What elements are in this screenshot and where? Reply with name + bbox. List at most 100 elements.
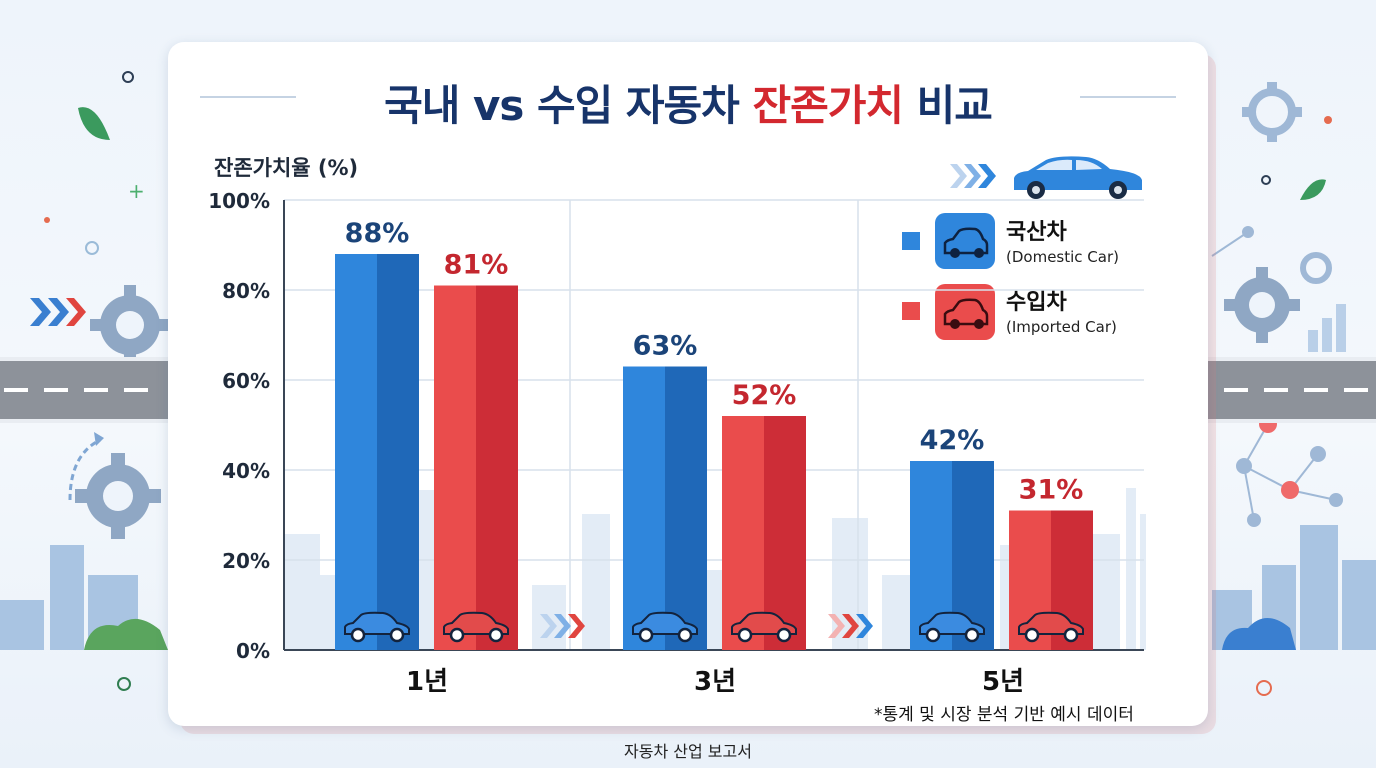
car-wheel [488,627,504,643]
skyline-silhouette [1092,534,1120,650]
legend-badge-domestic [935,213,995,269]
dot-icon [44,217,50,223]
header-car-illustration [950,156,1142,199]
bar-chart: 0% 20% 40% 60% 80% 100% 88% 81% 1년 63% 52% 3년 42% 31%… [208,189,1146,697]
dot-icon [122,71,134,83]
chevron [842,614,859,638]
title-highlight: 잔존가치 [752,81,904,130]
leaf-icon [1300,179,1326,200]
legend-label-imported: 수입차 [1006,290,1067,315]
x-tick-label: 5년 [982,667,1024,697]
bar-value-label: 31% [1019,475,1084,506]
y-tick-label: 60% [222,369,270,393]
gear-icon [1224,267,1300,343]
car-icon [632,611,698,643]
car-wheel [389,627,405,643]
footnote: *통계 및 시장 분석 기반 예시 데이터 [874,705,1134,725]
title-part-1: 국내 vs 수입 자동차 [384,81,753,130]
y-tick-label: 40% [222,459,270,483]
chevron [568,614,585,638]
dot-icon [117,677,131,691]
skyline-silhouette [1126,488,1136,650]
car-wheel [1024,627,1040,643]
y-tick-label: 0% [236,639,270,663]
bar-value-label: 42% [920,425,985,456]
car-wheel [677,627,693,643]
car-wheel [350,627,366,643]
leaf-icon [78,107,110,140]
car-wheel [776,627,792,643]
y-tick-label: 80% [222,279,270,303]
bar-imported-right [476,285,518,650]
x-tick-label: 3년 [694,667,736,697]
skyline-silhouette [582,514,610,650]
gear-icon [75,453,161,539]
chevron [554,614,571,638]
car-icon [731,611,797,643]
chevron-arrows-icon [540,614,585,638]
car-wheel [1063,627,1079,643]
y-tick-label: 100% [208,189,270,213]
bar-value-label: 63% [633,331,698,362]
chevron [856,614,873,638]
bar-imported-right [764,416,806,650]
bar-value-label: 52% [732,380,797,411]
bar-value-label: 81% [444,250,509,281]
dot-icon [1261,175,1271,185]
bar-chart-icon [1308,304,1346,352]
title-divider-right [1080,96,1176,98]
skyline-silhouette [284,534,320,650]
road-right [1206,357,1376,423]
y-tick-label: 20% [222,549,270,573]
bar-imported-left [722,416,764,650]
skyline-silhouette [882,575,912,650]
plus-icon: + [128,179,145,203]
car-icon [943,227,989,258]
car-icon [1014,156,1142,199]
car-icon [344,611,410,643]
car-wheel [925,627,941,643]
chevron-arrows-icon [950,164,996,188]
y-axis-title: 잔존가치율 (%) [214,156,359,180]
bar-domestic-left [623,366,665,650]
dot-icon [1256,680,1272,696]
car-wheel [964,627,980,643]
bar-domestic-right [377,254,419,650]
chevron-arrows-icon [828,614,873,638]
footer-caption: 자동차 산업 보고서 [624,742,752,761]
bar-domestic-right [665,366,707,650]
cloud-icon [1222,618,1296,650]
title-part-3: 비교 [903,81,993,130]
gear-icon [1300,252,1332,284]
dot-icon [85,241,99,255]
network-icon [1211,226,1343,527]
x-tick-label: 1년 [406,667,448,697]
chevron [540,614,557,638]
dot-icon [1324,116,1332,124]
chevron-arrows-icon [30,298,69,326]
legend-sub-domestic: (Domestic Car) [1006,248,1119,266]
bush-icon [84,618,168,650]
skyline-silhouette [1140,514,1146,650]
legend-badge-imported [935,284,995,340]
car-wheel [737,627,753,643]
legend-swatch-imported [902,302,920,320]
title-divider-left [200,96,296,98]
bar-imported-left [434,285,476,650]
bar-value-label: 88% [345,218,410,249]
gear-icon [1242,82,1302,142]
curved-arrow-icon [68,438,101,501]
car-icon [1018,611,1084,643]
car-icon [943,298,989,329]
legend-label-domestic: 국산차 [1006,220,1067,245]
legend-sub-imported: (Imported Car) [1006,318,1117,336]
car-icon [919,611,985,643]
bar-domestic-left [335,254,377,650]
car-wheel [638,627,654,643]
page-title: 국내 vs 수입 자동차 잔존가치 비교 [0,72,1376,133]
road-left [0,357,176,423]
car-icon [443,611,509,643]
gear-icon [90,285,170,365]
car-wheel [449,627,465,643]
